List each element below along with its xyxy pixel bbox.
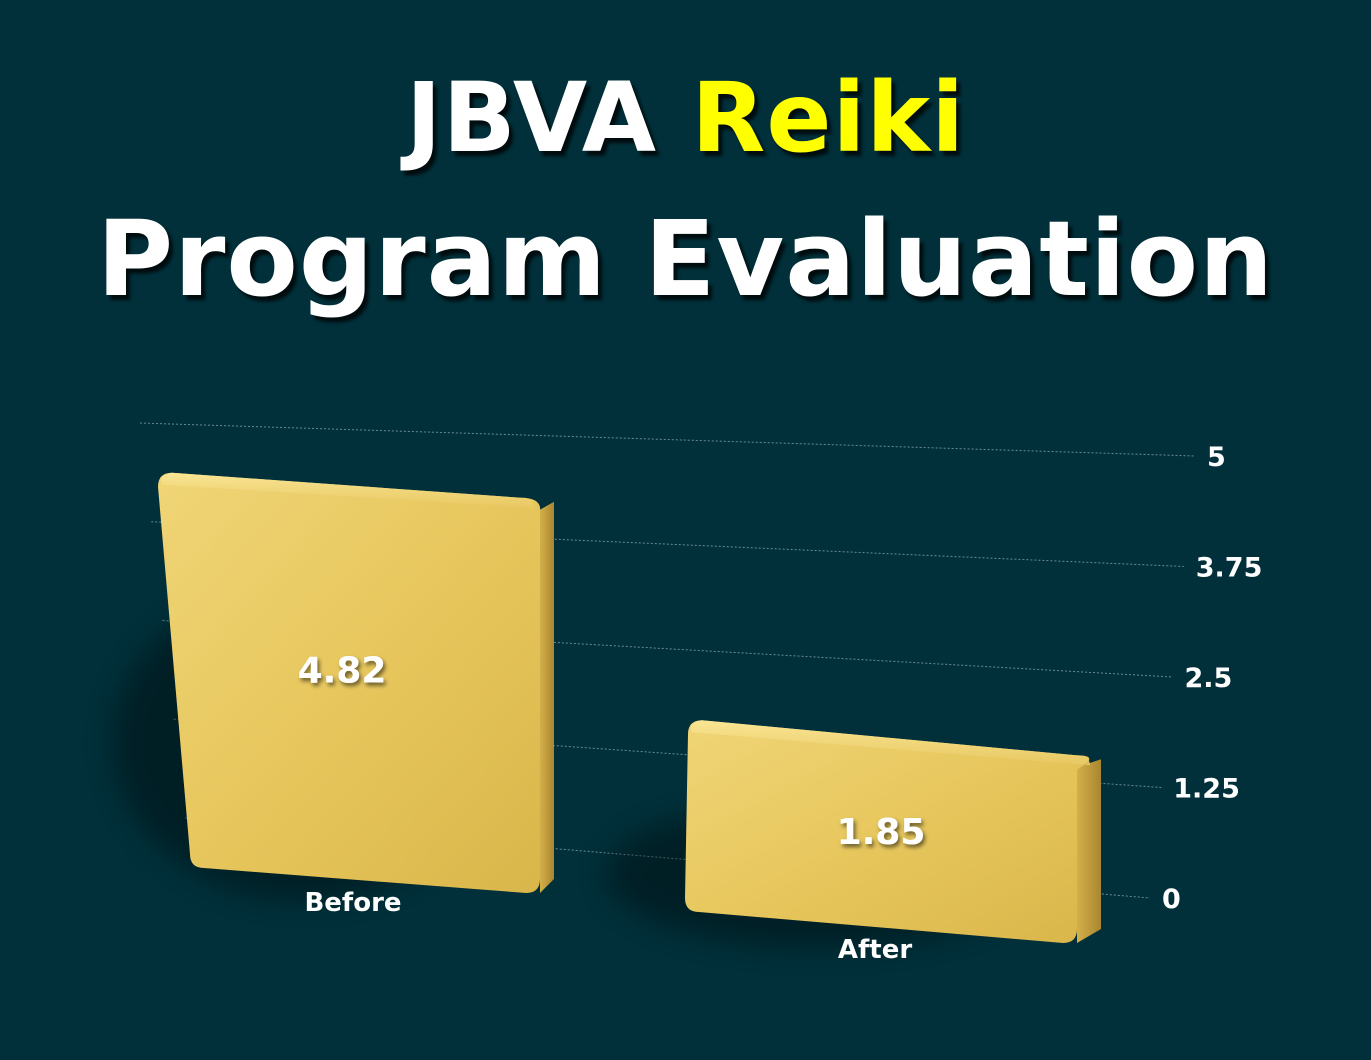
category-label: Before (304, 888, 401, 918)
title-accent: Reiki (691, 62, 966, 174)
bar-top (691, 720, 1090, 766)
gridline (139, 422, 1196, 457)
labels: 4.82 Before 1.85 After (298, 650, 926, 965)
y-tick-label: 3.75 (1196, 553, 1263, 584)
category-label: After (838, 935, 912, 965)
chart-title-line-1: JBVA Reiki (0, 58, 1371, 178)
y-axis-ticks: 0 1.25 2.5 3.75 5 (1162, 442, 1262, 915)
bar-side (1077, 759, 1101, 943)
bar-face (685, 720, 1090, 943)
bar (158, 472, 554, 893)
title-part-1: JBVA (405, 62, 692, 174)
bar-value-label: 4.82 (298, 650, 387, 691)
y-tick-label: 2.5 (1185, 663, 1233, 694)
chart-title-line-2: Program Evaluation (96, 198, 1275, 320)
y-tick-label: 0 (1162, 884, 1181, 915)
bar (685, 720, 1101, 943)
bar-top (161, 472, 535, 508)
y-tick-label: 5 (1207, 442, 1226, 473)
y-tick-label: 1.25 (1173, 774, 1240, 805)
bars (158, 472, 1101, 943)
bar-value-label: 1.85 (837, 812, 926, 853)
bar-face (158, 472, 541, 893)
bar-side (540, 501, 554, 893)
